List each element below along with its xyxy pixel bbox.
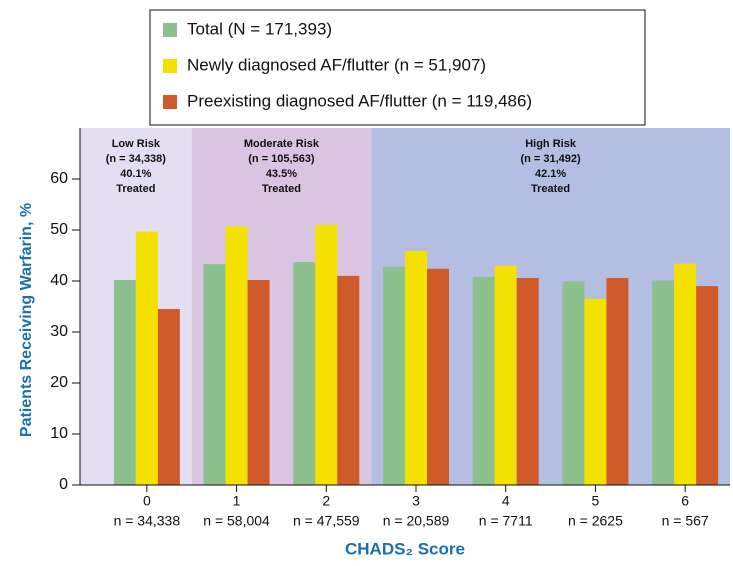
- category-count: n = 20,589: [383, 513, 450, 529]
- region-label: (n = 31,492): [520, 153, 581, 165]
- legend-label: Total (N = 171,393): [187, 19, 332, 38]
- y-tick-label: 0: [59, 476, 68, 493]
- region-label: 40.1%: [120, 168, 151, 180]
- x-tick-label: 6: [681, 493, 689, 509]
- bar: [516, 277, 539, 485]
- bar: [293, 262, 316, 485]
- region-label: 42.1%: [535, 168, 566, 180]
- region-label: (n = 34,338): [106, 153, 167, 165]
- y-axis-label: Patients Receiving Warfarin, %: [18, 203, 35, 437]
- bar: [427, 268, 449, 485]
- legend-label: Preexisting diagnosed AF/flutter (n = 11…: [187, 91, 532, 110]
- x-tick-label: 2: [322, 493, 330, 509]
- bar: [337, 275, 360, 485]
- legend-box: [149, 9, 646, 126]
- bar: [225, 226, 248, 485]
- y-tick-label: 40: [50, 272, 68, 289]
- category-count: n = 2625: [568, 513, 623, 529]
- region-label: Treated: [116, 183, 155, 195]
- x-tick-label: 5: [592, 493, 600, 509]
- legend-swatch: [163, 95, 177, 109]
- region-label: Treated: [531, 183, 570, 195]
- y-tick-label: 60: [50, 170, 68, 187]
- bar: [472, 276, 495, 485]
- bar: [405, 250, 427, 485]
- y-tick-label: 20: [50, 374, 68, 391]
- region-label: 43.5%: [266, 168, 297, 180]
- category-count: n = 34,338: [114, 513, 181, 529]
- category-count: n = 7711: [479, 513, 533, 529]
- category-count: n = 47,559: [293, 513, 360, 529]
- bar: [383, 266, 405, 485]
- y-tick-label: 10: [50, 425, 68, 442]
- legend-swatch: [163, 23, 177, 37]
- bar: [113, 279, 136, 485]
- bar: [315, 224, 338, 485]
- legend-swatch: [163, 59, 177, 73]
- legend-label: Newly diagnosed AF/flutter (n = 51,907): [187, 55, 486, 74]
- region-label: (n = 105,563): [248, 153, 315, 165]
- region-label: Low Risk: [112, 138, 161, 150]
- y-tick-label: 50: [50, 221, 68, 238]
- x-axis-label: CHADS₂ Score: [345, 539, 465, 558]
- x-tick-label: 3: [412, 493, 420, 509]
- x-tick-label: 0: [143, 493, 151, 509]
- y-tick-label: 30: [50, 323, 68, 340]
- bar: [247, 279, 270, 485]
- x-tick-label: 4: [502, 493, 510, 509]
- bar: [494, 265, 517, 485]
- bar: [696, 286, 719, 485]
- bar: [606, 277, 629, 485]
- bar: [203, 264, 226, 485]
- category-count: n = 58,004: [203, 513, 270, 529]
- x-tick-label: 1: [233, 493, 241, 509]
- category-count: n = 567: [662, 513, 709, 529]
- bar: [157, 309, 180, 485]
- bar: [674, 263, 697, 485]
- region-label: Moderate Risk: [244, 138, 320, 150]
- region-label: High Risk: [525, 138, 577, 150]
- bar: [562, 281, 585, 485]
- bar: [135, 231, 158, 485]
- bar: [584, 298, 607, 485]
- bar: [652, 280, 675, 485]
- region-label: Treated: [262, 183, 301, 195]
